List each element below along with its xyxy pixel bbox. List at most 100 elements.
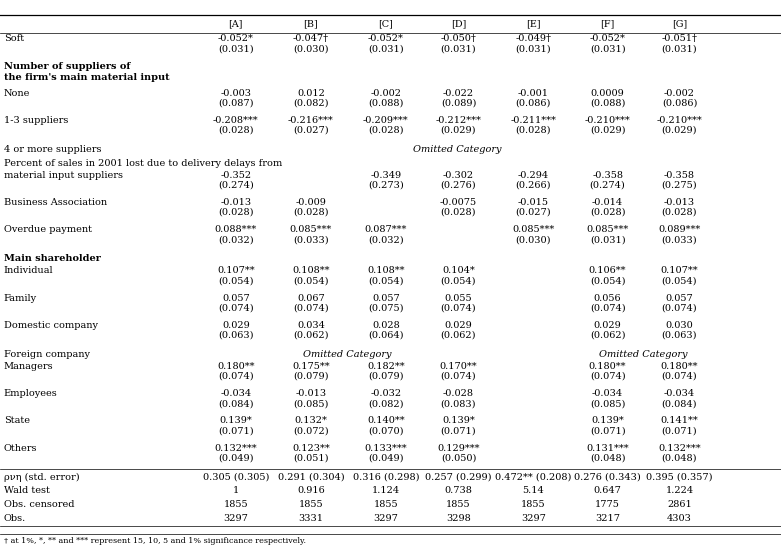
Text: 0.133***: 0.133*** (365, 444, 407, 453)
Text: (0.031): (0.031) (218, 44, 254, 53)
Text: (0.032): (0.032) (218, 235, 254, 244)
Text: 0.085***: 0.085*** (290, 225, 332, 235)
Text: (0.071): (0.071) (590, 426, 626, 436)
Text: (0.074): (0.074) (590, 372, 626, 381)
Text: (0.087): (0.087) (218, 99, 254, 108)
Text: -0.052*: -0.052* (368, 34, 404, 43)
Text: (0.079): (0.079) (368, 372, 404, 381)
Text: 0.395 (0.357): 0.395 (0.357) (646, 473, 713, 482)
Text: [D]: [D] (451, 20, 466, 28)
Text: (0.028): (0.028) (515, 126, 551, 135)
Text: 0.107**: 0.107** (217, 266, 255, 275)
Text: 0.034: 0.034 (297, 321, 325, 330)
Text: 1.124: 1.124 (372, 487, 400, 495)
Text: 0.057: 0.057 (665, 294, 694, 302)
Text: 0.085***: 0.085*** (587, 225, 629, 235)
Text: (0.062): (0.062) (590, 331, 626, 340)
Text: (0.266): (0.266) (515, 181, 551, 190)
Text: (0.063): (0.063) (662, 331, 697, 340)
Text: (0.084): (0.084) (218, 399, 254, 408)
Text: -0.034: -0.034 (664, 389, 695, 398)
Text: 0.139*: 0.139* (219, 416, 252, 425)
Text: 4 or more suppliers: 4 or more suppliers (4, 145, 102, 154)
Text: 0.067: 0.067 (297, 294, 325, 302)
Text: 0.057: 0.057 (222, 294, 250, 302)
Text: (0.086): (0.086) (662, 99, 697, 108)
Text: [E]: [E] (526, 20, 540, 28)
Text: State: State (4, 416, 30, 425)
Text: (0.029): (0.029) (590, 126, 626, 135)
Text: (0.085): (0.085) (590, 399, 626, 408)
Text: -0.208***: -0.208*** (213, 116, 259, 125)
Text: -0.358: -0.358 (664, 170, 695, 180)
Text: 0.056: 0.056 (594, 294, 622, 302)
Text: -0.349: -0.349 (370, 170, 401, 180)
Text: 0.139*: 0.139* (442, 416, 475, 425)
Text: (0.089): (0.089) (440, 99, 476, 108)
Text: (0.063): (0.063) (218, 331, 254, 340)
Text: 0.141**: 0.141** (661, 416, 698, 425)
Text: (0.054): (0.054) (218, 276, 254, 285)
Text: (0.054): (0.054) (440, 276, 476, 285)
Text: -0.009: -0.009 (295, 198, 326, 207)
Text: (0.031): (0.031) (368, 44, 404, 53)
Text: (0.031): (0.031) (515, 44, 551, 53)
Text: 0.012: 0.012 (297, 89, 325, 98)
Text: 0.738: 0.738 (444, 487, 473, 495)
Text: -0.003: -0.003 (220, 89, 251, 98)
Text: (0.048): (0.048) (590, 454, 626, 463)
Text: 0.108**: 0.108** (367, 266, 405, 275)
Text: -0.210***: -0.210*** (657, 116, 702, 125)
Text: (0.275): (0.275) (662, 181, 697, 190)
Text: 2861: 2861 (667, 500, 692, 509)
Text: (0.033): (0.033) (293, 235, 329, 244)
Text: (0.274): (0.274) (218, 181, 254, 190)
Text: 0.028: 0.028 (372, 321, 400, 330)
Text: 3217: 3217 (595, 514, 620, 523)
Text: -0.047†: -0.047† (293, 34, 329, 43)
Text: 0.132***: 0.132*** (215, 444, 257, 453)
Text: 0.180**: 0.180** (589, 362, 626, 371)
Text: (0.054): (0.054) (662, 276, 697, 285)
Text: Business Association: Business Association (4, 198, 107, 207)
Text: -0.034: -0.034 (592, 389, 623, 398)
Text: [G]: [G] (672, 20, 687, 28)
Text: (0.048): (0.048) (662, 454, 697, 463)
Text: 0.132*: 0.132* (294, 416, 327, 425)
Text: 0.104*: 0.104* (442, 266, 475, 275)
Text: -0.212***: -0.212*** (436, 116, 481, 125)
Text: 1855: 1855 (298, 500, 323, 509)
Text: 0.029: 0.029 (594, 321, 622, 330)
Text: (0.070): (0.070) (368, 426, 404, 436)
Text: Managers: Managers (4, 362, 54, 371)
Text: -0.032: -0.032 (370, 389, 401, 398)
Text: (0.074): (0.074) (440, 304, 476, 312)
Text: (0.062): (0.062) (440, 331, 476, 340)
Text: (0.028): (0.028) (662, 208, 697, 217)
Text: (0.031): (0.031) (440, 44, 476, 53)
Text: 0.029: 0.029 (444, 321, 473, 330)
Text: 0.057: 0.057 (372, 294, 400, 302)
Text: 1855: 1855 (223, 500, 248, 509)
Text: 0.108**: 0.108** (292, 266, 330, 275)
Text: (0.074): (0.074) (440, 372, 476, 381)
Text: 0.257 (0.299): 0.257 (0.299) (425, 473, 492, 482)
Text: 0.175**: 0.175** (292, 362, 330, 371)
Text: † at 1%, *, ** and *** represent 15, 10, 5 and 1% significance respectively.: † at 1%, *, ** and *** represent 15, 10,… (4, 537, 306, 545)
Text: -0.210***: -0.210*** (585, 116, 630, 125)
Text: -0.013: -0.013 (220, 198, 251, 207)
Text: (0.030): (0.030) (293, 44, 329, 53)
Text: (0.071): (0.071) (440, 426, 476, 436)
Text: -0.001: -0.001 (518, 89, 549, 98)
Text: (0.028): (0.028) (218, 126, 254, 135)
Text: (0.054): (0.054) (293, 276, 329, 285)
Text: (0.028): (0.028) (293, 208, 329, 217)
Text: 4303: 4303 (667, 514, 692, 523)
Text: Number of suppliers of: Number of suppliers of (4, 62, 130, 71)
Text: (0.074): (0.074) (662, 304, 697, 312)
Text: (0.050): (0.050) (440, 454, 476, 463)
Text: Main shareholder: Main shareholder (4, 254, 101, 264)
Text: -0.352: -0.352 (220, 170, 251, 180)
Text: (0.049): (0.049) (218, 454, 254, 463)
Text: 0.139*: 0.139* (591, 416, 624, 425)
